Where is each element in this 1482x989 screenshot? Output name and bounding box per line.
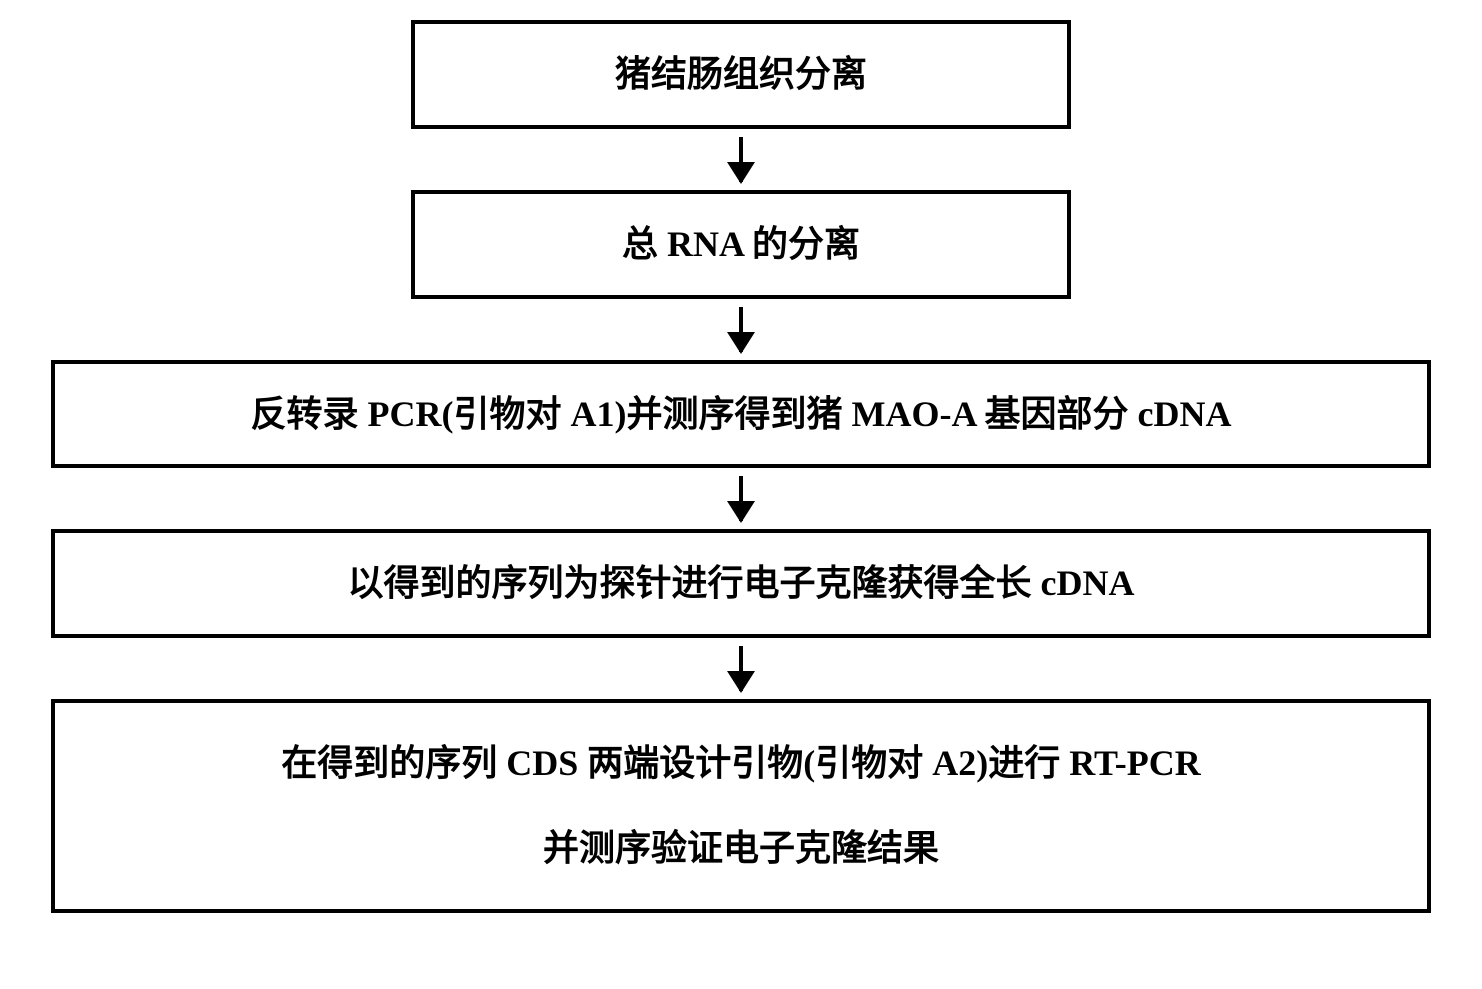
flowchart-node-step5: 在得到的序列 CDS 两端设计引物(引物对 A2)进行 RT-PCR 并测序验证… bbox=[51, 699, 1431, 913]
node-label-line2: 并测序验证电子克隆结果 bbox=[281, 816, 1200, 881]
node-label: 总 RNA 的分离 bbox=[622, 212, 860, 277]
node-label: 以得到的序列为探针进行电子克隆获得全长 cDNA bbox=[348, 551, 1135, 616]
node-label: 反转录 PCR(引物对 A1)并测序得到猪 MAO-A 基因部分 cDNA bbox=[251, 382, 1232, 447]
node-label-line1: 在得到的序列 CDS 两端设计引物(引物对 A2)进行 RT-PCR bbox=[281, 731, 1200, 796]
flowchart-node-step4: 以得到的序列为探针进行电子克隆获得全长 cDNA bbox=[51, 529, 1431, 638]
node-label: 猪结肠组织分离 bbox=[615, 42, 867, 107]
flowchart-node-step2: 总 RNA 的分离 bbox=[411, 190, 1071, 299]
flowchart-arrow bbox=[739, 476, 743, 521]
flowchart-arrow bbox=[739, 137, 743, 182]
flowchart-node-step3: 反转录 PCR(引物对 A1)并测序得到猪 MAO-A 基因部分 cDNA bbox=[51, 360, 1431, 469]
flowchart-container: 猪结肠组织分离 总 RNA 的分离 反转录 PCR(引物对 A1)并测序得到猪 … bbox=[0, 20, 1482, 913]
flowchart-node-step1: 猪结肠组织分离 bbox=[411, 20, 1071, 129]
flowchart-arrow bbox=[739, 307, 743, 352]
node-label-multiline: 在得到的序列 CDS 两端设计引物(引物对 A2)进行 RT-PCR 并测序验证… bbox=[281, 731, 1200, 881]
flowchart-arrow bbox=[739, 646, 743, 691]
